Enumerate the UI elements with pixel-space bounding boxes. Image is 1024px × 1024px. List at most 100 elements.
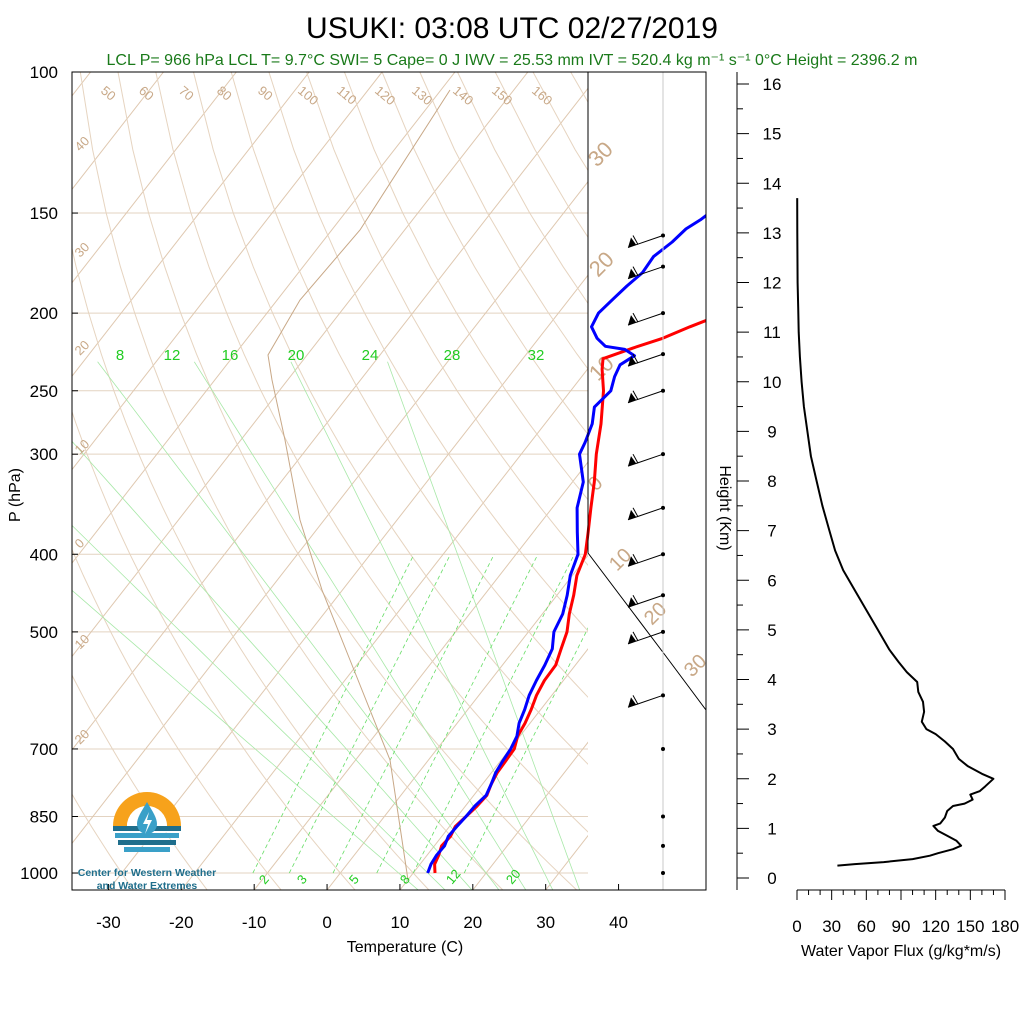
dry-adiabat-line — [948, 72, 1024, 890]
x-tick-label: 20 — [463, 913, 482, 932]
wind-barb-feather — [632, 507, 639, 518]
cw3e-logo: Center for Western Weather and Water Ext… — [78, 792, 216, 892]
height-tick-label: 11 — [763, 323, 781, 342]
wind-barb-feather — [632, 695, 639, 705]
flux-tick-label: 150 — [956, 917, 984, 936]
dewpoint-line — [426, 213, 706, 874]
dry-adiabat-line — [381, 72, 588, 436]
mixing-ratio-line — [412, 554, 575, 874]
wind-barb-pennant — [628, 356, 636, 367]
wind-barb-feather — [632, 554, 639, 564]
height-tick-label: 3 — [767, 720, 776, 739]
isotherm-line — [72, 72, 456, 564]
wind-barb-dot — [661, 814, 665, 819]
moist-adiabat-label: 32 — [528, 347, 545, 364]
dry-adiabat-line — [72, 410, 356, 890]
height-tick-label: 6 — [767, 571, 776, 590]
height-tick-label: 4 — [767, 671, 776, 690]
flux-tick-label: 60 — [857, 917, 876, 936]
height-tick-label: 15 — [763, 125, 782, 144]
isotherm-line — [72, 72, 529, 658]
height-axis-label: Height (Km) — [716, 465, 733, 550]
moist-adiabat-line — [97, 361, 500, 890]
dry-adiabat-lines — [72, 72, 1024, 890]
logo-text-line1: Center for Western Weather — [78, 867, 216, 879]
flux-tick-label: 120 — [921, 917, 949, 936]
height-tick-label: 14 — [763, 174, 782, 193]
dry-adiabat-line — [230, 72, 588, 698]
wind-barb-pennant — [628, 392, 636, 403]
height-tick-label: 1 — [767, 819, 776, 838]
wind-barb-shaft — [627, 312, 664, 326]
wind-barb-pennant — [628, 509, 636, 520]
dry-adiabat-line — [986, 72, 1024, 890]
wind-barb-shaft — [627, 453, 664, 467]
height-tick-label: 2 — [767, 770, 776, 789]
wind-barb-pennant — [628, 597, 636, 608]
wind-barb-feather — [632, 631, 639, 642]
moist-adiabat-line — [72, 524, 446, 890]
dry-adiabat-line — [72, 246, 430, 890]
skewt-panel: 50 60 70 80 90 100 110 120 130 140 150 160403020100… — [7, 63, 1024, 956]
wind-barb-shaft — [627, 631, 664, 645]
wind-barb-shaft — [627, 390, 664, 404]
wind-barb-shaft — [627, 353, 664, 367]
moist-adiabat-line — [290, 361, 554, 890]
isotherm-line — [72, 87, 588, 751]
moist-adiabat-line — [72, 589, 419, 890]
moist-adiabat-label: 20 — [288, 347, 305, 364]
skewt-plot-frame — [71, 71, 707, 891]
wind-barb-shaft — [627, 553, 664, 567]
dry-adiabat-line — [759, 72, 1024, 890]
height-tick-label: 12 — [763, 274, 782, 293]
x-tick-label: -30 — [96, 913, 121, 932]
moist-adiabat-label: 24 — [362, 347, 379, 364]
mixing-ratio-line — [332, 554, 495, 874]
y-tick-label: 300 — [30, 445, 58, 464]
logo-text-line2: and Water Extremes — [97, 880, 198, 892]
moist-adiabat-label: 12 — [164, 347, 181, 364]
wind-barb-feather — [632, 594, 639, 605]
isotherm-lines — [72, 72, 588, 890]
y-tick-label: 850 — [30, 807, 58, 826]
wind-barb-pennant — [628, 315, 636, 326]
mixing-ratio-line — [252, 554, 415, 874]
dry-adiabat-line — [155, 72, 588, 833]
skewt-plot-background — [72, 72, 706, 890]
wind-barb-pennant — [628, 697, 636, 708]
y-tick-label: 150 — [30, 204, 58, 223]
y-tick-label: 400 — [30, 545, 58, 564]
y-tick-label: 250 — [30, 382, 58, 401]
dry-adiabat-line — [72, 548, 282, 890]
moist-adiabat-label: 16 — [222, 347, 239, 364]
flux-x-ticks: 0 30 60 90 120 150 180 — [792, 890, 1019, 936]
dry-adiabat-line — [193, 72, 588, 765]
isotherm-line — [72, 72, 237, 284]
isotherm-line — [72, 72, 310, 377]
height-tick-label: 0 — [767, 869, 776, 888]
wind-barb-feather — [632, 266, 639, 276]
dry-adiabat-line — [835, 72, 1024, 890]
flux-tick-label: 90 — [892, 917, 911, 936]
x-tick-label: 30 — [536, 913, 555, 932]
flux-tick-label: 0 — [792, 917, 801, 936]
parcel-path — [267, 89, 451, 881]
dry-adiabat-line — [268, 72, 588, 632]
wind-barb-feather — [632, 390, 639, 401]
cw3e-logo-icon — [113, 792, 181, 852]
mixing-ratio-line — [463, 627, 588, 874]
x-tick-label: 0 — [322, 913, 331, 932]
x-tick-label: -20 — [169, 913, 194, 932]
skewt-y-axis-label: P (hPa) — [7, 468, 24, 522]
x-tick-label: 10 — [390, 913, 409, 932]
dry-adiabat-line — [343, 72, 588, 501]
chart-subtitle: LCL P= 966 hPa LCL T= 9.7°C SWI= 5 Cape=… — [107, 52, 918, 69]
wind-barb-feather — [632, 235, 639, 245]
isotherm-line — [180, 367, 588, 890]
isotherm-line — [72, 72, 383, 471]
y-tick-label: 1000 — [20, 864, 58, 883]
dry-adiabat-line — [684, 72, 1024, 890]
x-tick-label: 40 — [609, 913, 628, 932]
